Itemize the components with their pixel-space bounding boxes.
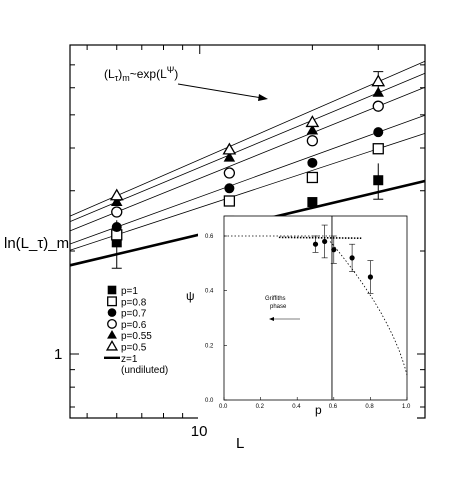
griffiths-label: Griffiths	[265, 296, 286, 302]
legend-marker	[107, 330, 117, 339]
data-point	[224, 183, 235, 194]
legend-marker	[105, 340, 119, 351]
data-point	[109, 188, 124, 201]
legend-marker	[107, 308, 117, 317]
inset-y-tick-label: 0.4	[205, 289, 214, 295]
data-point	[223, 195, 236, 207]
inset-plot: 0.0 0.2 0.4 0.6 0.8 1.0 0.0 0.2 0.4 0.6 p ψ Griffith…	[186, 215, 417, 422]
data-point	[372, 143, 384, 155]
inset-x-tick-label: 0.4	[292, 404, 301, 410]
inset-background	[198, 216, 417, 422]
inset-x-tick-label: 1.0	[402, 404, 411, 410]
inset-y-tick-label: 0.0	[205, 398, 214, 404]
inset-frame	[223, 215, 408, 401]
inset-x-tick-label: 0.2	[256, 404, 265, 410]
legend-marker	[107, 296, 117, 307]
data-point	[306, 135, 319, 147]
annotation-arrowhead	[258, 94, 268, 101]
legend-sublabel: (undiluted)	[121, 365, 168, 376]
data-point	[306, 124, 319, 135]
legend-label: p=0.55	[121, 331, 152, 342]
legend-marker	[107, 318, 117, 329]
inset-data-point	[331, 247, 337, 253]
legend: p=1p=0.8p=0.7p=0.6p=0.55p=0.5z=1(undilut…	[104, 285, 168, 376]
inset-x-tick-label: 0.0	[219, 404, 228, 410]
annotation-arrow	[177, 83, 263, 99]
griffiths-arrowhead	[269, 317, 274, 321]
y-tick-label: 1	[54, 346, 62, 363]
inset-x-tick-label: 0.8	[365, 404, 374, 410]
legend-label: p=0.7	[121, 309, 147, 320]
fit-line	[69, 114, 426, 245]
data-point	[223, 167, 236, 179]
legend-label: z=1	[121, 354, 138, 365]
data-point	[110, 196, 123, 207]
data-point	[111, 237, 122, 248]
legend-marker	[107, 285, 117, 295]
inset-y-label: ψ	[186, 289, 195, 303]
main-plot: 10 1	[54, 44, 426, 440]
inset-fit-curve	[329, 241, 408, 376]
data-point	[372, 100, 384, 112]
data-point	[306, 171, 319, 184]
inset-x-tick-label: 0.6	[329, 404, 338, 410]
data-point	[305, 115, 320, 128]
data-point	[371, 74, 386, 87]
y-axis-label: ln(L_τ)_m	[4, 235, 69, 252]
inset-data-point	[322, 238, 328, 245]
inset-y-tick-label: 0.2	[205, 343, 214, 349]
data-point	[307, 157, 318, 168]
data-point	[373, 127, 384, 138]
inset-x-label: p	[315, 403, 322, 417]
inset-data-point	[367, 274, 373, 280]
inset-data-point	[312, 241, 319, 247]
data-point	[223, 151, 236, 162]
fit-line	[69, 60, 426, 217]
legend-label: p=0.8	[121, 297, 147, 308]
data-point	[111, 206, 123, 218]
inset-y-tick-label: 0.6	[205, 234, 214, 240]
x-axis-label: L	[236, 435, 244, 452]
x-tick-label: 10	[191, 423, 208, 440]
data-point	[307, 197, 318, 208]
fit-line	[69, 86, 426, 232]
legend-label: p=0.6	[121, 320, 147, 331]
fit-line	[69, 132, 426, 251]
fit-line	[69, 72, 426, 222]
inset-data-point	[349, 255, 355, 261]
data-point	[111, 222, 122, 233]
legend-label: p=1	[121, 286, 138, 297]
legend-label: p=0.5	[121, 343, 147, 354]
data-point	[373, 175, 384, 186]
data-point	[222, 142, 237, 155]
main-annotation: (Lτ)m~exp(LΨ)	[104, 65, 178, 83]
griffiths-label: phase	[270, 304, 287, 310]
